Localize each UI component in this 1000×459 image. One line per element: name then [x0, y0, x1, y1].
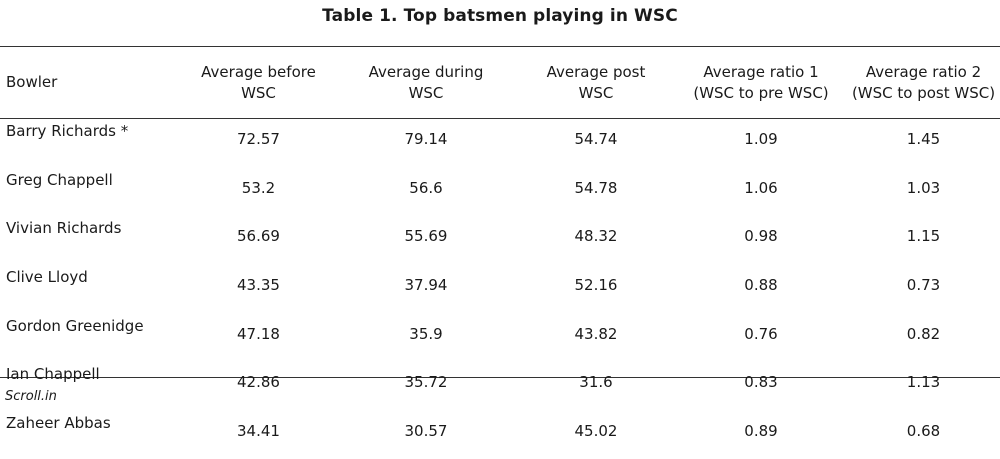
- cell-ratio-1: 0.88: [744, 276, 778, 295]
- cell-during: 35.72: [404, 373, 448, 392]
- header-label-line1: Average ratio 2: [865, 62, 982, 81]
- table-title: Table 1. Top batsmen playing in WSC: [322, 6, 678, 26]
- cell-name: Zaheer Abbas: [6, 414, 111, 433]
- table-row: Gordon Greenidge 47.18 35.9 43.82 0.76 0…: [0, 313, 1000, 362]
- cell-during: 30.57: [404, 422, 448, 441]
- cell-name: Vivian Richards: [6, 219, 122, 238]
- cell-ratio-2: 0.73: [906, 276, 941, 295]
- cell-ratio-1: 0.89: [744, 422, 778, 441]
- cell-ratio-2: 1.15: [906, 227, 941, 246]
- header-label-line2: WSC: [241, 83, 276, 102]
- header-label-line2: WSC: [408, 83, 444, 102]
- cell-post: 43.82: [574, 324, 618, 343]
- header-label-line1: Average post: [546, 62, 646, 81]
- top-rule: [0, 46, 1000, 47]
- cell-post: 45.02: [574, 422, 618, 441]
- cell-ratio-1: 0.83: [744, 373, 778, 392]
- cell-ratio-1: 1.06: [744, 178, 778, 197]
- cell-before: 42.86: [237, 373, 280, 392]
- header-bowler-label: Bowler: [6, 73, 58, 91]
- cell-ratio-1: 1.09: [744, 130, 778, 148]
- header-average-post: Average post WSC: [511, 47, 681, 118]
- cell-during: 37.94: [404, 276, 448, 295]
- cell-post: 31.6: [579, 373, 613, 392]
- cell-before: 53.2: [241, 178, 276, 197]
- cell-ratio-2: 1.03: [906, 178, 941, 197]
- cell-before: 34.41: [237, 422, 280, 441]
- cell-before: 43.35: [237, 276, 280, 295]
- header-average-during: Average during WSC: [341, 47, 511, 118]
- header-bowler: Bowler: [0, 47, 176, 118]
- header-ratio-2: Average ratio 2 (WSC to post WSC): [841, 47, 1000, 118]
- cell-post: 52.16: [574, 276, 618, 295]
- source-credit: Scroll.in: [5, 389, 57, 404]
- header-label-line1: Average before: [201, 62, 316, 81]
- cell-before: 56.69: [237, 227, 280, 246]
- bottom-rule: [0, 377, 1000, 378]
- table-row: Vivian Richards 56.69 55.69 48.32 0.98 1…: [0, 215, 1000, 264]
- header-rule: [0, 118, 1000, 119]
- cell-during: 56.6: [409, 178, 443, 197]
- cell-during: 55.69: [404, 227, 448, 246]
- cell-before: 47.18: [237, 324, 280, 343]
- cell-ratio-2: 1.45: [906, 130, 941, 148]
- cell-name: Greg Chappell: [6, 170, 113, 189]
- header-ratio-1: Average ratio 1 (WSC to pre WSC): [681, 47, 841, 118]
- header-label-line1: Average ratio 1: [703, 62, 819, 81]
- cell-post: 54.78: [574, 178, 618, 197]
- cell-name: Ian Chappell: [6, 365, 100, 384]
- table-row: Barry Richards * 72.57 79.14 54.74 1.09 …: [0, 118, 1000, 167]
- header-row: Bowler Average before WSC Average during W…: [0, 47, 1000, 118]
- header-average-before: Average before WSC: [176, 47, 341, 118]
- cell-ratio-2: 1.13: [906, 373, 941, 392]
- cell-ratio-2: 0.82: [906, 324, 941, 343]
- cell-name: Barry Richards *: [6, 122, 129, 140]
- cell-during: 35.9: [409, 324, 443, 343]
- cell-post: 48.32: [574, 227, 618, 246]
- cell-ratio-1: 0.76: [744, 324, 778, 343]
- batsmen-table: Bowler Average before WSC Average during W…: [0, 47, 1000, 459]
- cell-before: 72.57: [237, 130, 280, 148]
- cell-ratio-2: 0.68: [906, 422, 941, 441]
- table-row: Greg Chappell 53.2 56.6 54.78 1.06 1.03: [0, 167, 1000, 216]
- header-label-line2: WSC: [578, 83, 614, 102]
- cell-post: 54.74: [574, 130, 618, 148]
- table-row: Zaheer Abbas 34.41 30.57 45.02 0.89 0.68: [0, 410, 1000, 459]
- header-label-line2: (WSC to pre WSC): [693, 83, 829, 102]
- cell-name: Gordon Greenidge: [6, 316, 144, 335]
- cell-during: 79.14: [404, 130, 448, 148]
- header-label-line2: (WSC to post WSC): [851, 83, 996, 102]
- table-row: Ian Chappell 42.86 35.72 31.6 0.83 1.13: [0, 361, 1000, 410]
- cell-name: Clive Lloyd: [6, 268, 88, 287]
- header-label-line1: Average during: [368, 62, 484, 81]
- cell-ratio-1: 0.98: [744, 227, 778, 246]
- table-row: Clive Lloyd 43.35 37.94 52.16 0.88 0.73: [0, 264, 1000, 313]
